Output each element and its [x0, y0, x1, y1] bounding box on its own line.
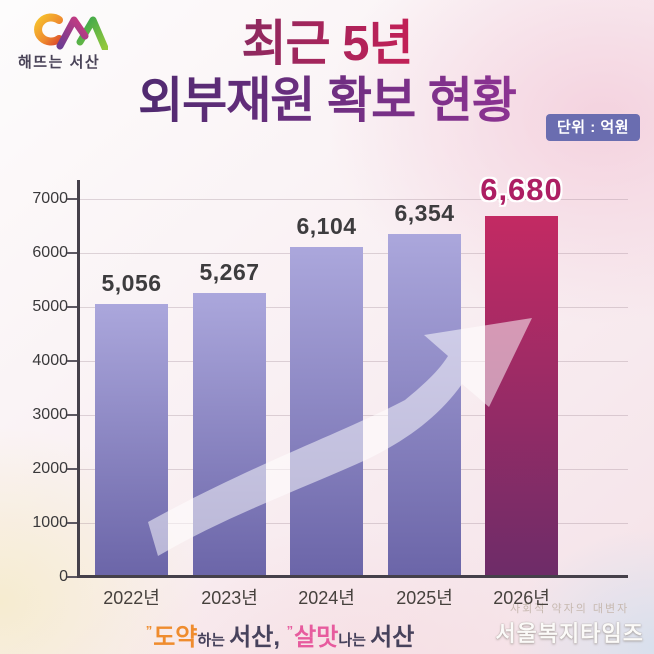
x-axis-label: 2022년	[103, 588, 160, 608]
city-slogan: ”도약하는 서산, ”살맛나는 서산	[0, 617, 560, 652]
watermark-brand: 서울복지타임즈	[495, 621, 644, 646]
slogan-part: 나는	[338, 632, 371, 649]
page-title-line1: 최근 5년	[241, 17, 413, 71]
y-axis-tick-label: 4000	[32, 352, 68, 369]
x-axis-label: 2025년	[396, 588, 453, 608]
slogan-part: 도약	[153, 624, 198, 651]
y-axis-tick-mark	[67, 468, 77, 470]
bar-value-label: 6,354	[394, 200, 455, 226]
y-axis-line	[77, 180, 80, 578]
logo-text: 해뜨는 서산	[18, 54, 101, 71]
page-title-line2: 외부재원 확보 현황	[138, 73, 517, 128]
y-axis-tick-mark	[67, 198, 77, 200]
slogan-part: 하는	[197, 632, 230, 649]
page-title: 최근 5년 외부재원 확보 현황	[0, 16, 654, 130]
slogan-part: 서산,	[229, 624, 287, 651]
gridline	[79, 198, 628, 200]
y-axis-tick-label: 2000	[32, 460, 68, 477]
bar-value-label: 6,104	[296, 213, 357, 239]
x-axis-line	[77, 575, 628, 578]
y-axis-tick-label: 7000	[32, 190, 68, 207]
watermark-tagline: 사회적 약자의 대변자	[510, 603, 630, 615]
bar-value-label: 5,056	[101, 270, 162, 296]
growth-arrow-icon	[148, 318, 532, 556]
slogan-part: ”	[145, 623, 153, 638]
sun-swirl-icon	[34, 13, 63, 46]
y-axis-tick-mark	[67, 252, 77, 254]
x-axis-label: 2024년	[298, 588, 355, 608]
y-axis-tick-mark	[67, 522, 77, 524]
y-axis-tick-label: 5000	[32, 298, 68, 315]
y-axis-tick-label: 3000	[32, 406, 68, 423]
seosan-city-logo-icon	[34, 13, 108, 50]
slogan-part: 살맛	[294, 624, 339, 651]
x-axis-label: 2026년	[493, 588, 550, 608]
bar-value-label: 6,680	[480, 172, 563, 207]
publisher-watermark: 사회적 약자의 대변자 서울복지타임즈	[495, 600, 644, 648]
y-axis-tick-mark	[67, 306, 77, 308]
unit-badge: 단위 : 억원	[546, 114, 640, 141]
bar-value-label: 5,267	[199, 259, 260, 285]
slogan-part: 서산	[370, 624, 415, 651]
purple-mountain-icon	[56, 16, 89, 50]
y-axis-tick-mark	[67, 576, 77, 578]
y-axis-tick-mark	[67, 360, 77, 362]
bar	[485, 216, 558, 577]
y-axis-tick-label: 6000	[32, 244, 68, 261]
bar-chart: 0 1000 2000 3000 4000 5000 6000 7000 5,056 2022년 5…	[0, 170, 654, 610]
y-axis-tick-mark	[67, 414, 77, 416]
slogan-part: ”	[286, 623, 294, 638]
y-axis-tick-label: 1000	[32, 514, 68, 531]
x-axis-label: 2023년	[201, 588, 258, 608]
bar	[290, 247, 363, 577]
y-axis-tick-label: 0	[59, 568, 68, 585]
logo: 해뜨는 서산	[16, 8, 136, 72]
